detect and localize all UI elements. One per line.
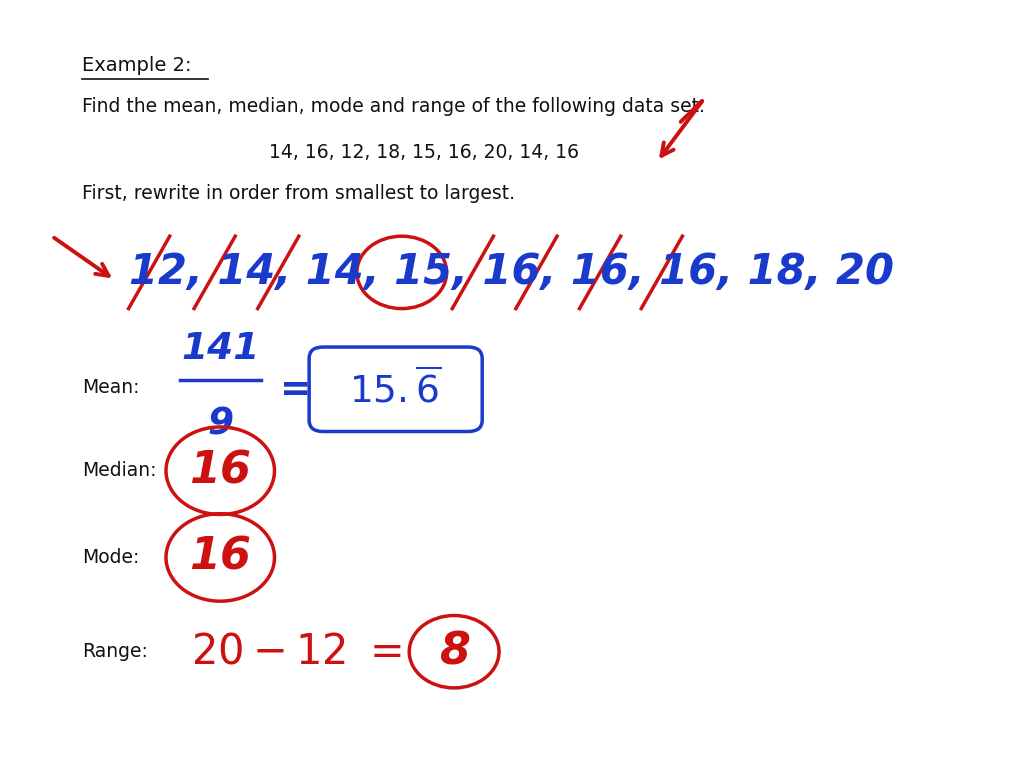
Text: $15.\overline{6}$: $15.\overline{6}$ (349, 369, 441, 410)
Text: Median:: Median: (82, 462, 157, 480)
Text: 16: 16 (189, 536, 251, 579)
Text: 16: 16 (189, 449, 251, 492)
Text: 12, 14, 14, 15, 16, 16, 16, 18, 20: 12, 14, 14, 15, 16, 16, 16, 18, 20 (129, 251, 894, 293)
Text: Find the mean, median, mode and range of the following data set.: Find the mean, median, mode and range of… (82, 98, 705, 116)
Text: $20-12\ =$: $20-12\ =$ (191, 631, 402, 673)
Text: =: = (280, 372, 310, 408)
Text: Example 2:: Example 2: (82, 56, 191, 74)
Text: Range:: Range: (82, 642, 147, 661)
Text: 14, 16, 12, 18, 15, 16, 20, 14, 16: 14, 16, 12, 18, 15, 16, 20, 14, 16 (269, 143, 579, 161)
FancyBboxPatch shape (309, 347, 482, 432)
Text: 9: 9 (207, 406, 233, 442)
Text: First, rewrite in order from smallest to largest.: First, rewrite in order from smallest to… (82, 184, 515, 203)
Text: Mean:: Mean: (82, 379, 139, 397)
Text: 141: 141 (181, 332, 259, 367)
Text: 8: 8 (438, 631, 470, 674)
Text: Mode:: Mode: (82, 548, 139, 567)
